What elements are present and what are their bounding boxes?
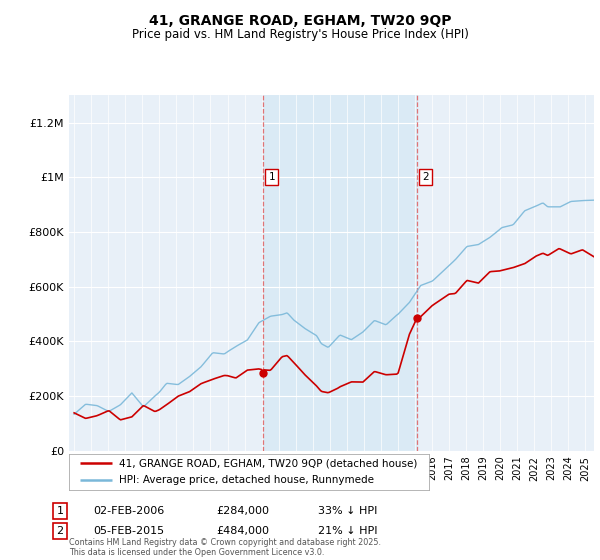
Text: 02-FEB-2006: 02-FEB-2006 (93, 506, 164, 516)
Text: 21% ↓ HPI: 21% ↓ HPI (318, 526, 377, 536)
Text: 41, GRANGE ROAD, EGHAM, TW20 9QP (detached house): 41, GRANGE ROAD, EGHAM, TW20 9QP (detach… (119, 459, 418, 468)
Text: 1: 1 (269, 172, 275, 182)
Text: 2: 2 (422, 172, 428, 182)
Text: 33% ↓ HPI: 33% ↓ HPI (318, 506, 377, 516)
Text: 05-FEB-2015: 05-FEB-2015 (93, 526, 164, 536)
Text: Price paid vs. HM Land Registry's House Price Index (HPI): Price paid vs. HM Land Registry's House … (131, 28, 469, 41)
Text: 1: 1 (56, 506, 64, 516)
Text: £484,000: £484,000 (216, 526, 269, 536)
Text: HPI: Average price, detached house, Runnymede: HPI: Average price, detached house, Runn… (119, 475, 374, 485)
Text: 41, GRANGE ROAD, EGHAM, TW20 9QP: 41, GRANGE ROAD, EGHAM, TW20 9QP (149, 14, 451, 28)
Text: £284,000: £284,000 (216, 506, 269, 516)
Text: 2: 2 (56, 526, 64, 536)
Text: Contains HM Land Registry data © Crown copyright and database right 2025.
This d: Contains HM Land Registry data © Crown c… (69, 538, 381, 557)
Bar (263, 95, 417, 451)
